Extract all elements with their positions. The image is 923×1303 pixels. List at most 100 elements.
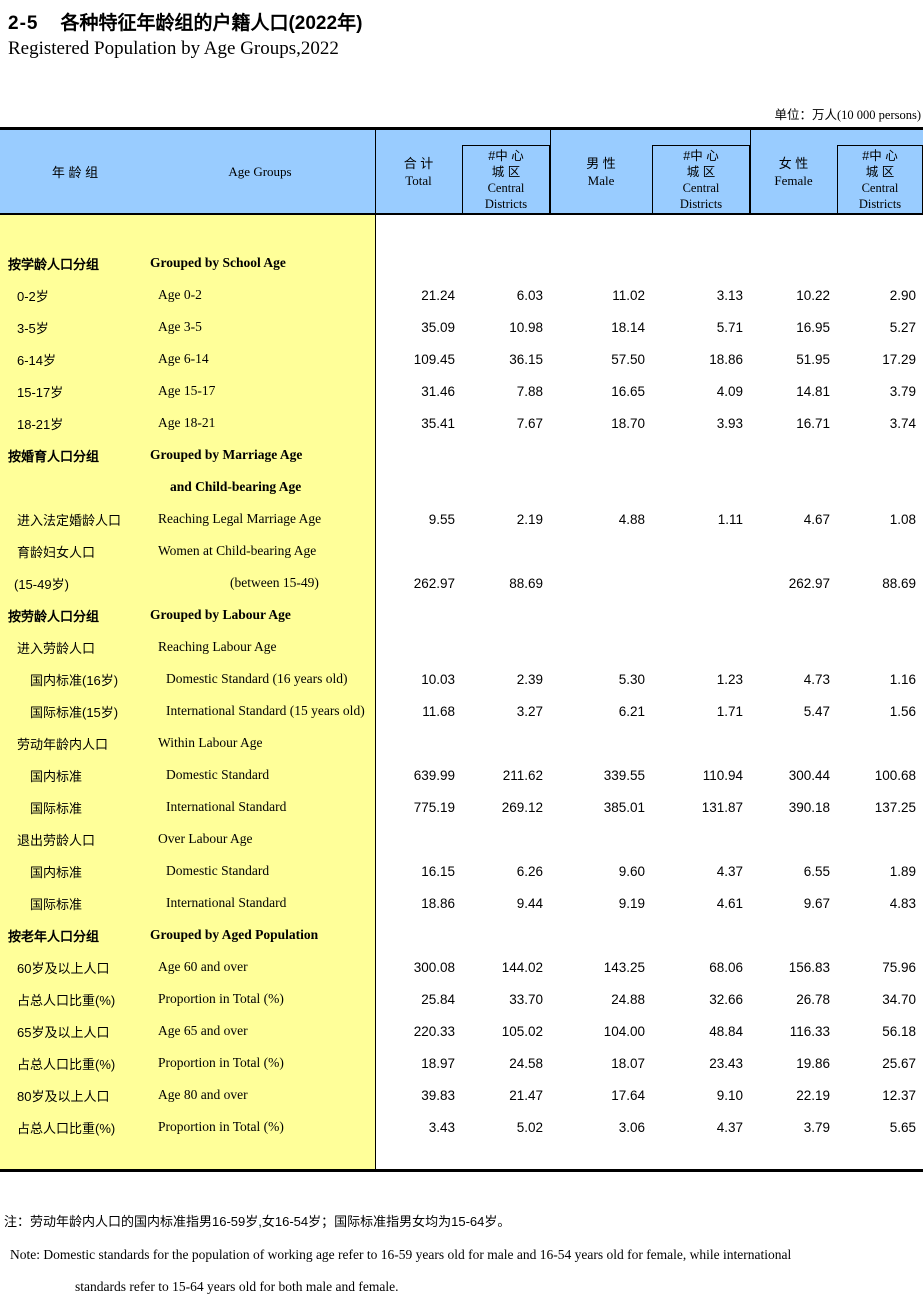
table-row: 国际标准(15岁) International Standard (15 yea… [0, 695, 923, 727]
page-title: 2-5 各种特征年龄组的户籍人口(2022年) [8, 8, 362, 35]
cell-male: 24.88 [611, 991, 645, 1007]
cell-male: 57.50 [611, 351, 645, 367]
cell-female-central-districts: 5.27 [889, 319, 916, 335]
table-row: 国际标准 International Standard 18.86 9.44 9… [0, 887, 923, 919]
cell-total-central-districts: 2.39 [516, 671, 543, 687]
table-body: 按学龄人口分组 Grouped by School Age 0-2岁 Age 0… [0, 215, 923, 1169]
cell-male: 143.25 [603, 959, 645, 975]
row-label-zh: 60岁及以上人口 [17, 960, 110, 976]
cell-male-central-districts: 23.43 [709, 1055, 743, 1071]
population-table: 年 龄 组 Age Groups 合 计 Total 男 性 Male 女 性 … [0, 127, 923, 1172]
cell-total: 300.08 [413, 959, 455, 975]
cell-female-central-districts: 1.56 [889, 703, 916, 719]
stub-divider [375, 215, 376, 1169]
cell-male-central-districts: 68.06 [709, 959, 743, 975]
row-label-zh: 15-17岁 [17, 384, 64, 400]
cell-female: 16.95 [796, 319, 830, 335]
row-label-zh: 退出劳龄人口 [17, 832, 96, 848]
cell-female: 4.73 [803, 671, 830, 687]
cell-female-central-districts: 75.96 [882, 959, 916, 975]
cell-female-central-districts: 5.65 [889, 1119, 916, 1135]
header-col-total-central-districts: #中 心 城 区 Central Districts [462, 145, 550, 213]
header-box-en2: Districts [484, 196, 528, 211]
row-label-zh: 国内标准(16岁) [30, 672, 119, 688]
header-col-total-en: Total [405, 172, 432, 188]
cell-female-central-districts: 137.25 [874, 799, 916, 815]
row-label-en: Age 60 and over [158, 959, 248, 974]
cell-female: 116.33 [789, 1023, 830, 1039]
cell-female: 26.78 [796, 991, 830, 1007]
table-row: 国内标准(16岁) Domestic Standard (16 years ol… [0, 663, 923, 695]
row-label-zh: 6-14岁 [17, 352, 57, 368]
cell-total: 3.43 [428, 1119, 455, 1135]
cell-male: 18.14 [611, 319, 645, 335]
unit-label-zh: 单位：万人 [774, 108, 837, 122]
cell-male: 18.07 [611, 1055, 645, 1071]
row-label-zh: 进入劳龄人口 [17, 640, 96, 656]
cell-total: 220.33 [413, 1023, 455, 1039]
row-label-en: Age 0-2 [158, 287, 202, 302]
cell-female-central-districts: 1.16 [889, 671, 916, 687]
row-label-en: Reaching Legal Marriage Age [158, 511, 322, 526]
cell-male: 104.00 [603, 1023, 645, 1039]
cell-female: 156.83 [788, 959, 830, 975]
cell-total-central-districts: 144.02 [501, 959, 543, 975]
table-row: 国内标准 Domestic Standard 639.99 211.62 339… [0, 759, 923, 791]
row-label-zh: 国际标准 [30, 800, 83, 816]
cell-male-central-districts: 18.86 [709, 351, 743, 367]
unit-label-en: (10 000 persons) [836, 108, 921, 122]
row-label-en: International Standard [166, 895, 287, 910]
header-col-female-zh: 女 性 [778, 155, 809, 171]
row-label-en: Age 18-21 [158, 415, 216, 430]
row-label-en: Age 80 and over [158, 1087, 248, 1102]
cell-female: 262.97 [788, 575, 830, 591]
row-label-zh: 18-21岁 [17, 416, 64, 432]
row-label-zh: 国内标准 [30, 768, 83, 784]
cell-total: 16.15 [421, 863, 455, 879]
row-label-en: Age 15-17 [158, 383, 216, 398]
table-row: 进入劳龄人口 Reaching Labour Age [0, 631, 923, 663]
row-label-zh: 国际标准(15岁) [30, 704, 119, 720]
table-row: 60岁及以上人口 Age 60 and over 300.08 144.02 1… [0, 951, 923, 983]
cell-male-central-districts: 1.11 [717, 511, 743, 527]
cell-female-central-districts: 12.37 [882, 1087, 916, 1103]
cell-female: 14.81 [796, 383, 830, 399]
cell-male-central-districts: 4.61 [716, 895, 743, 911]
cell-total-central-districts: 7.88 [516, 383, 543, 399]
cell-female: 22.19 [796, 1087, 830, 1103]
table-row: 按老年人口分组 Grouped by Aged Population [0, 919, 923, 951]
cell-male: 4.88 [618, 511, 645, 527]
cell-male-central-districts: 3.13 [716, 287, 743, 303]
cell-female-central-districts: 1.89 [889, 863, 916, 879]
cell-total: 39.83 [421, 1087, 455, 1103]
cell-total-central-districts: 3.27 [516, 703, 543, 719]
cell-male: 17.64 [611, 1087, 645, 1103]
row-label-zh: 占总人口比重(%) [17, 1120, 116, 1136]
cell-male-central-districts: 131.87 [701, 799, 743, 815]
row-label-zh: 进入法定婚龄人口 [17, 512, 122, 528]
row-label-en: Age 6-14 [158, 351, 209, 366]
row-label-en: Over Labour Age [158, 831, 253, 846]
cell-female-central-districts: 1.08 [889, 511, 916, 527]
cell-total: 9.55 [428, 511, 455, 527]
header-age-group-en: Age Groups [228, 163, 292, 179]
row-label-zh: 按老年人口分组 [8, 928, 100, 944]
row-label-zh: 占总人口比重(%) [17, 992, 116, 1008]
header-col-male: 男 性 Male [550, 130, 652, 213]
cell-total-central-districts: 10.98 [509, 319, 543, 335]
row-label-zh: 按学龄人口分组 [8, 256, 100, 272]
table-row: 育龄妇女人口 Women at Child-bearing Age [0, 535, 923, 567]
row-label-en: Reaching Labour Age [158, 639, 277, 654]
cell-male-central-districts: 1.71 [716, 703, 743, 719]
cell-male-central-districts: 32.66 [709, 991, 743, 1007]
header-col-female: 女 性 Female [750, 130, 837, 213]
cell-total: 10.03 [421, 671, 455, 687]
cell-male-central-districts: 9.10 [716, 1087, 743, 1103]
row-label-zh: 3-5岁 [17, 320, 49, 336]
row-label-zh: 按婚育人口分组 [8, 448, 100, 464]
table-row: 退出劳龄人口 Over Labour Age [0, 823, 923, 855]
header-box-zh2: 城 区 [491, 164, 521, 179]
cell-female-central-districts: 3.74 [889, 415, 916, 431]
header-col-female-en: Female [774, 172, 813, 188]
cell-male: 9.19 [618, 895, 645, 911]
